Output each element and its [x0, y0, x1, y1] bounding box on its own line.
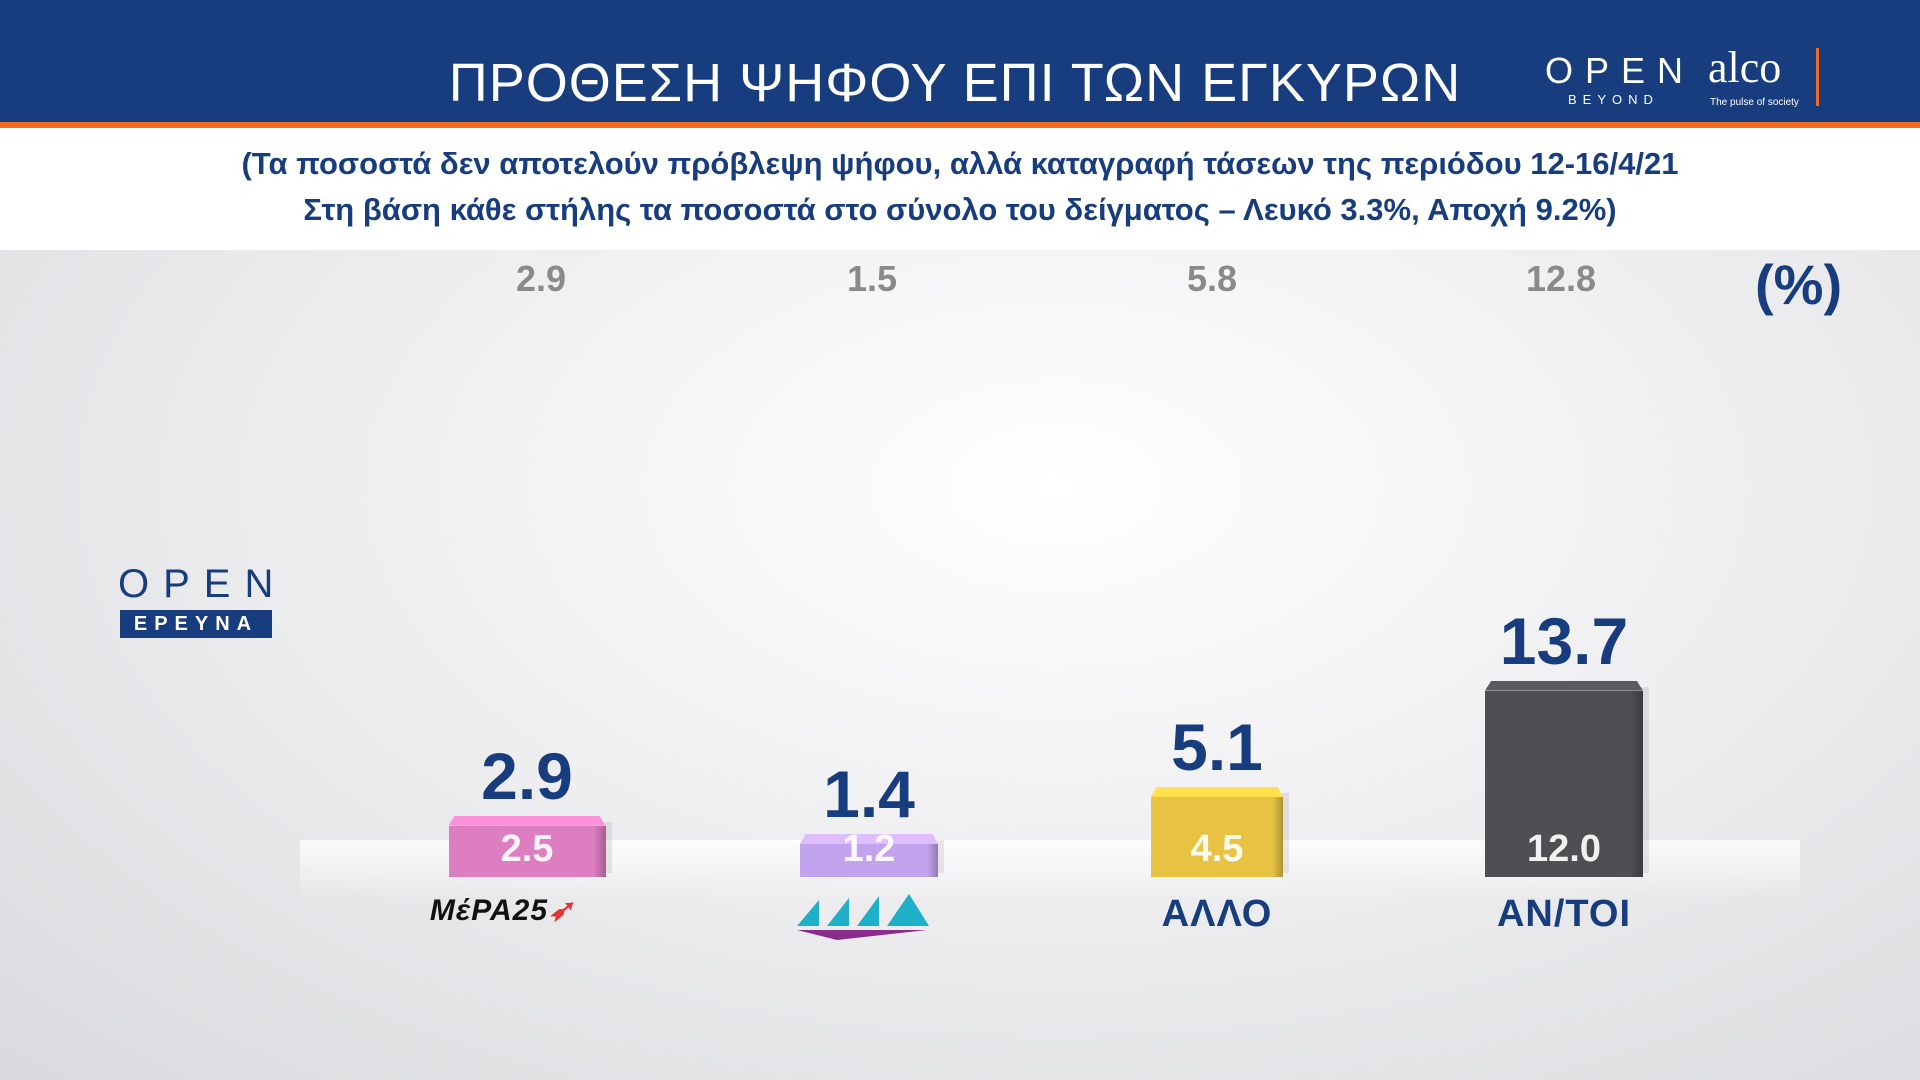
- bar-inner-label: 12.0: [1527, 827, 1601, 870]
- alco-tagline: The pulse of society: [1710, 97, 1799, 108]
- bar-value-label: 13.7: [1499, 603, 1629, 678]
- top-row-value: 12.8: [1525, 258, 1597, 299]
- open-brand-logo: OPEN: [1545, 50, 1696, 91]
- open-logo: OPEN: [118, 562, 288, 606]
- alco-logo: alco: [1708, 43, 1782, 92]
- bar: 4.5: [1151, 787, 1283, 877]
- header-bar: [0, 0, 1920, 122]
- bar-value-label: 2.9: [481, 738, 573, 813]
- bar: 12.0: [1485, 680, 1643, 877]
- bar: 2.5: [448, 815, 606, 877]
- swallow-icon: ➶: [548, 894, 575, 927]
- bar-inner-label: 4.5: [1190, 827, 1244, 870]
- page-title: ΠΡΟΘΕΣΗ ΨΗΦΟΥ ΕΠΙ ΤΩΝ ΕΓΚΥΡΩΝ: [448, 53, 1462, 113]
- subtitle-band: [0, 128, 1920, 250]
- top-row-value: 2.9: [515, 258, 567, 299]
- bar-inner-label: 1.2: [842, 827, 896, 870]
- bar-value-label: 1.4: [823, 756, 915, 831]
- subtitle-line-2: Στη βάση κάθε στήλης τα ποσοστά στο σύνο…: [303, 192, 1617, 227]
- bar-top-face: [800, 833, 938, 844]
- triangles-party-logo: [797, 894, 929, 940]
- open-beyond-text: BEYOND: [1568, 92, 1659, 107]
- bar-top-face: [448, 815, 606, 826]
- brand-divider: [1816, 48, 1819, 106]
- category-label: ΑΝ/ΤΟΙ: [1496, 893, 1632, 935]
- mera25-logo: ΜέΡΑ25➶: [429, 894, 575, 927]
- bar: 1.2: [800, 828, 938, 877]
- unit-label: (%): [1755, 253, 1843, 316]
- bar-top-face: [1485, 680, 1643, 691]
- top-row-value: 1.5: [846, 258, 898, 299]
- subtitle-line-1: (Τα ποσοστά δεν αποτελούν πρόβλεψη ψήφου…: [241, 146, 1679, 181]
- top-row-value: 5.8: [1186, 258, 1238, 299]
- bar-inner-label: 2.5: [500, 828, 554, 870]
- category-label: ΑΛΛΟ: [1161, 893, 1273, 935]
- bar-value-label: 5.1: [1171, 710, 1263, 785]
- ereyna-logo: ΕΡΕΥΝΑ: [120, 610, 272, 638]
- bar-top-face: [1151, 787, 1283, 798]
- header-accent-line: [0, 122, 1920, 128]
